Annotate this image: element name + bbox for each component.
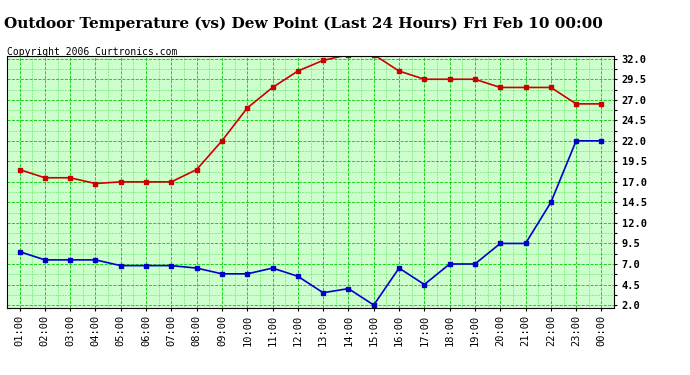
Text: Copyright 2006 Curtronics.com: Copyright 2006 Curtronics.com: [7, 47, 177, 57]
Text: Outdoor Temperature (vs) Dew Point (Last 24 Hours) Fri Feb 10 00:00: Outdoor Temperature (vs) Dew Point (Last…: [4, 17, 603, 31]
